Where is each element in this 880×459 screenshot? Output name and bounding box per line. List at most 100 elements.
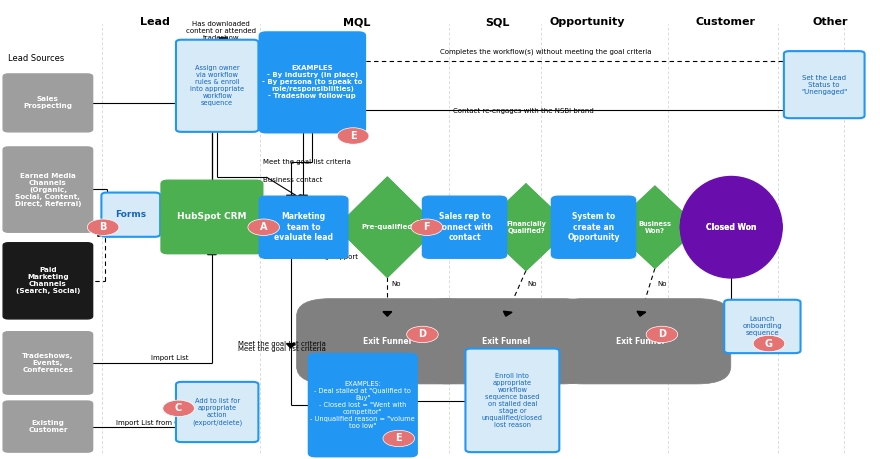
- FancyBboxPatch shape: [415, 299, 597, 384]
- Polygon shape: [287, 195, 296, 200]
- Text: MQL: MQL: [343, 17, 370, 28]
- Polygon shape: [502, 351, 510, 356]
- Polygon shape: [287, 343, 296, 348]
- Text: Completes the workflow(s) without meeting the goal criteria: Completes the workflow(s) without meetin…: [439, 48, 651, 55]
- Polygon shape: [294, 195, 303, 200]
- Text: G: G: [765, 339, 773, 348]
- Text: Set the Lead
Status to
"Unengaged": Set the Lead Status to "Unengaged": [801, 75, 847, 95]
- Polygon shape: [754, 300, 763, 305]
- FancyBboxPatch shape: [4, 147, 92, 232]
- FancyBboxPatch shape: [260, 196, 348, 258]
- Polygon shape: [102, 209, 111, 213]
- Text: Business
Won?: Business Won?: [638, 221, 671, 234]
- Text: D: D: [419, 330, 427, 340]
- Polygon shape: [258, 225, 267, 230]
- FancyBboxPatch shape: [176, 382, 259, 442]
- Text: Financially
Qualified?: Financially Qualified?: [506, 221, 546, 234]
- Text: Yes: Yes: [418, 219, 429, 225]
- Text: Sales rep to
connect with
contact: Sales rep to connect with contact: [436, 213, 493, 242]
- FancyBboxPatch shape: [101, 192, 160, 237]
- Text: Marketing
team to
evaluate lead: Marketing team to evaluate lead: [274, 213, 334, 242]
- Text: Lead: Lead: [140, 17, 170, 28]
- Polygon shape: [680, 225, 689, 230]
- Polygon shape: [98, 232, 106, 236]
- Circle shape: [248, 219, 280, 235]
- Text: Exit Funnel: Exit Funnel: [363, 337, 412, 346]
- FancyBboxPatch shape: [549, 299, 730, 384]
- FancyBboxPatch shape: [308, 353, 417, 457]
- Text: Forms: Forms: [115, 210, 146, 219]
- Polygon shape: [209, 382, 217, 387]
- FancyBboxPatch shape: [784, 51, 864, 118]
- Circle shape: [407, 326, 438, 342]
- Text: Assign owner
via workflow
rules & enroll
into appropriate
workflow
sequence: Assign owner via workflow rules & enroll…: [190, 65, 245, 106]
- Polygon shape: [336, 177, 438, 277]
- Circle shape: [411, 219, 443, 235]
- Polygon shape: [383, 312, 392, 316]
- Circle shape: [87, 219, 119, 235]
- Text: EXAMPLES
- By industry (in place)
- By persona (to speak to
role/responsibilitie: EXAMPLES - By industry (in place) - By p…: [262, 65, 363, 99]
- Text: System to
create an
Opportunity: System to create an Opportunity: [568, 213, 620, 242]
- Polygon shape: [611, 186, 699, 268]
- Text: A: A: [260, 222, 268, 232]
- Text: SQL: SQL: [485, 17, 510, 28]
- FancyBboxPatch shape: [4, 332, 92, 394]
- Text: Meet the goal list criteria: Meet the goal list criteria: [238, 341, 326, 347]
- Text: Import List: Import List: [151, 355, 188, 361]
- Polygon shape: [550, 351, 559, 356]
- Polygon shape: [299, 195, 307, 200]
- FancyBboxPatch shape: [4, 401, 92, 452]
- Polygon shape: [159, 212, 168, 217]
- Text: Enroll into
appropriate
workflow
sequence based
on stalled deal
stage or
unquali: Enroll into appropriate workflow sequenc…: [482, 373, 543, 428]
- Text: Existing
Customer: Existing Customer: [28, 420, 68, 433]
- FancyBboxPatch shape: [422, 196, 507, 258]
- Circle shape: [680, 201, 782, 254]
- Polygon shape: [480, 184, 572, 270]
- Polygon shape: [611, 225, 620, 230]
- FancyBboxPatch shape: [4, 74, 92, 132]
- Text: No: No: [392, 281, 401, 287]
- Polygon shape: [219, 38, 228, 42]
- Text: No: No: [657, 281, 667, 287]
- Polygon shape: [336, 225, 345, 230]
- Text: Import List from CUBS: Import List from CUBS: [116, 420, 194, 426]
- Text: Sales
Prospecting: Sales Prospecting: [24, 96, 72, 109]
- Polygon shape: [559, 225, 568, 230]
- Text: Yes: Yes: [679, 219, 691, 225]
- Text: Launch
onboarding
sequence: Launch onboarding sequence: [743, 316, 782, 336]
- Text: Exit Funnel: Exit Funnel: [481, 337, 530, 346]
- Text: Meet the goal list criteria: Meet the goal list criteria: [263, 159, 350, 165]
- Text: Other: Other: [812, 17, 848, 28]
- Text: B: B: [99, 222, 106, 232]
- Polygon shape: [429, 225, 438, 230]
- Text: Earned Media
Channels
(Organic,
Social, Content,
Direct, Referral): Earned Media Channels (Organic, Social, …: [15, 173, 81, 207]
- Text: Has downloaded
content or attended
tradeshow: Has downloaded content or attended trade…: [186, 21, 256, 41]
- Polygon shape: [208, 42, 216, 47]
- FancyBboxPatch shape: [176, 40, 259, 132]
- Text: EXAMPLES:
- Deal stalled at "Qualified to
Buy"
- Closed lost = "Went with
compet: EXAMPLES: - Deal stalled at "Qualified t…: [311, 381, 415, 429]
- Text: F: F: [423, 222, 430, 232]
- Polygon shape: [637, 311, 646, 316]
- Text: D: D: [658, 330, 666, 340]
- Text: Contact re-engages with the NSBI brand: Contact re-engages with the NSBI brand: [453, 108, 594, 114]
- FancyBboxPatch shape: [161, 180, 263, 254]
- Text: Paid
Marketing
Channels
(Search, Social): Paid Marketing Channels (Search, Social): [16, 267, 80, 294]
- Text: Lead Sources: Lead Sources: [9, 54, 64, 63]
- Polygon shape: [480, 225, 489, 230]
- Text: Closed Won: Closed Won: [706, 223, 757, 232]
- Text: C: C: [175, 403, 182, 414]
- Polygon shape: [406, 357, 414, 362]
- Text: Customer: Customer: [695, 17, 755, 28]
- Text: Meet the goal list criteria: Meet the goal list criteria: [238, 346, 326, 352]
- FancyBboxPatch shape: [552, 196, 635, 258]
- Text: Exit Funnel: Exit Funnel: [616, 337, 664, 346]
- Text: Closed Won: Closed Won: [706, 223, 757, 232]
- Text: Business contact: Business contact: [263, 177, 322, 183]
- Circle shape: [337, 128, 369, 144]
- FancyBboxPatch shape: [260, 32, 365, 133]
- Text: Consumer needing support: Consumer needing support: [263, 254, 358, 260]
- Text: Opportunity: Opportunity: [550, 17, 625, 28]
- FancyBboxPatch shape: [724, 300, 801, 353]
- Text: E: E: [395, 433, 402, 443]
- Polygon shape: [177, 385, 186, 389]
